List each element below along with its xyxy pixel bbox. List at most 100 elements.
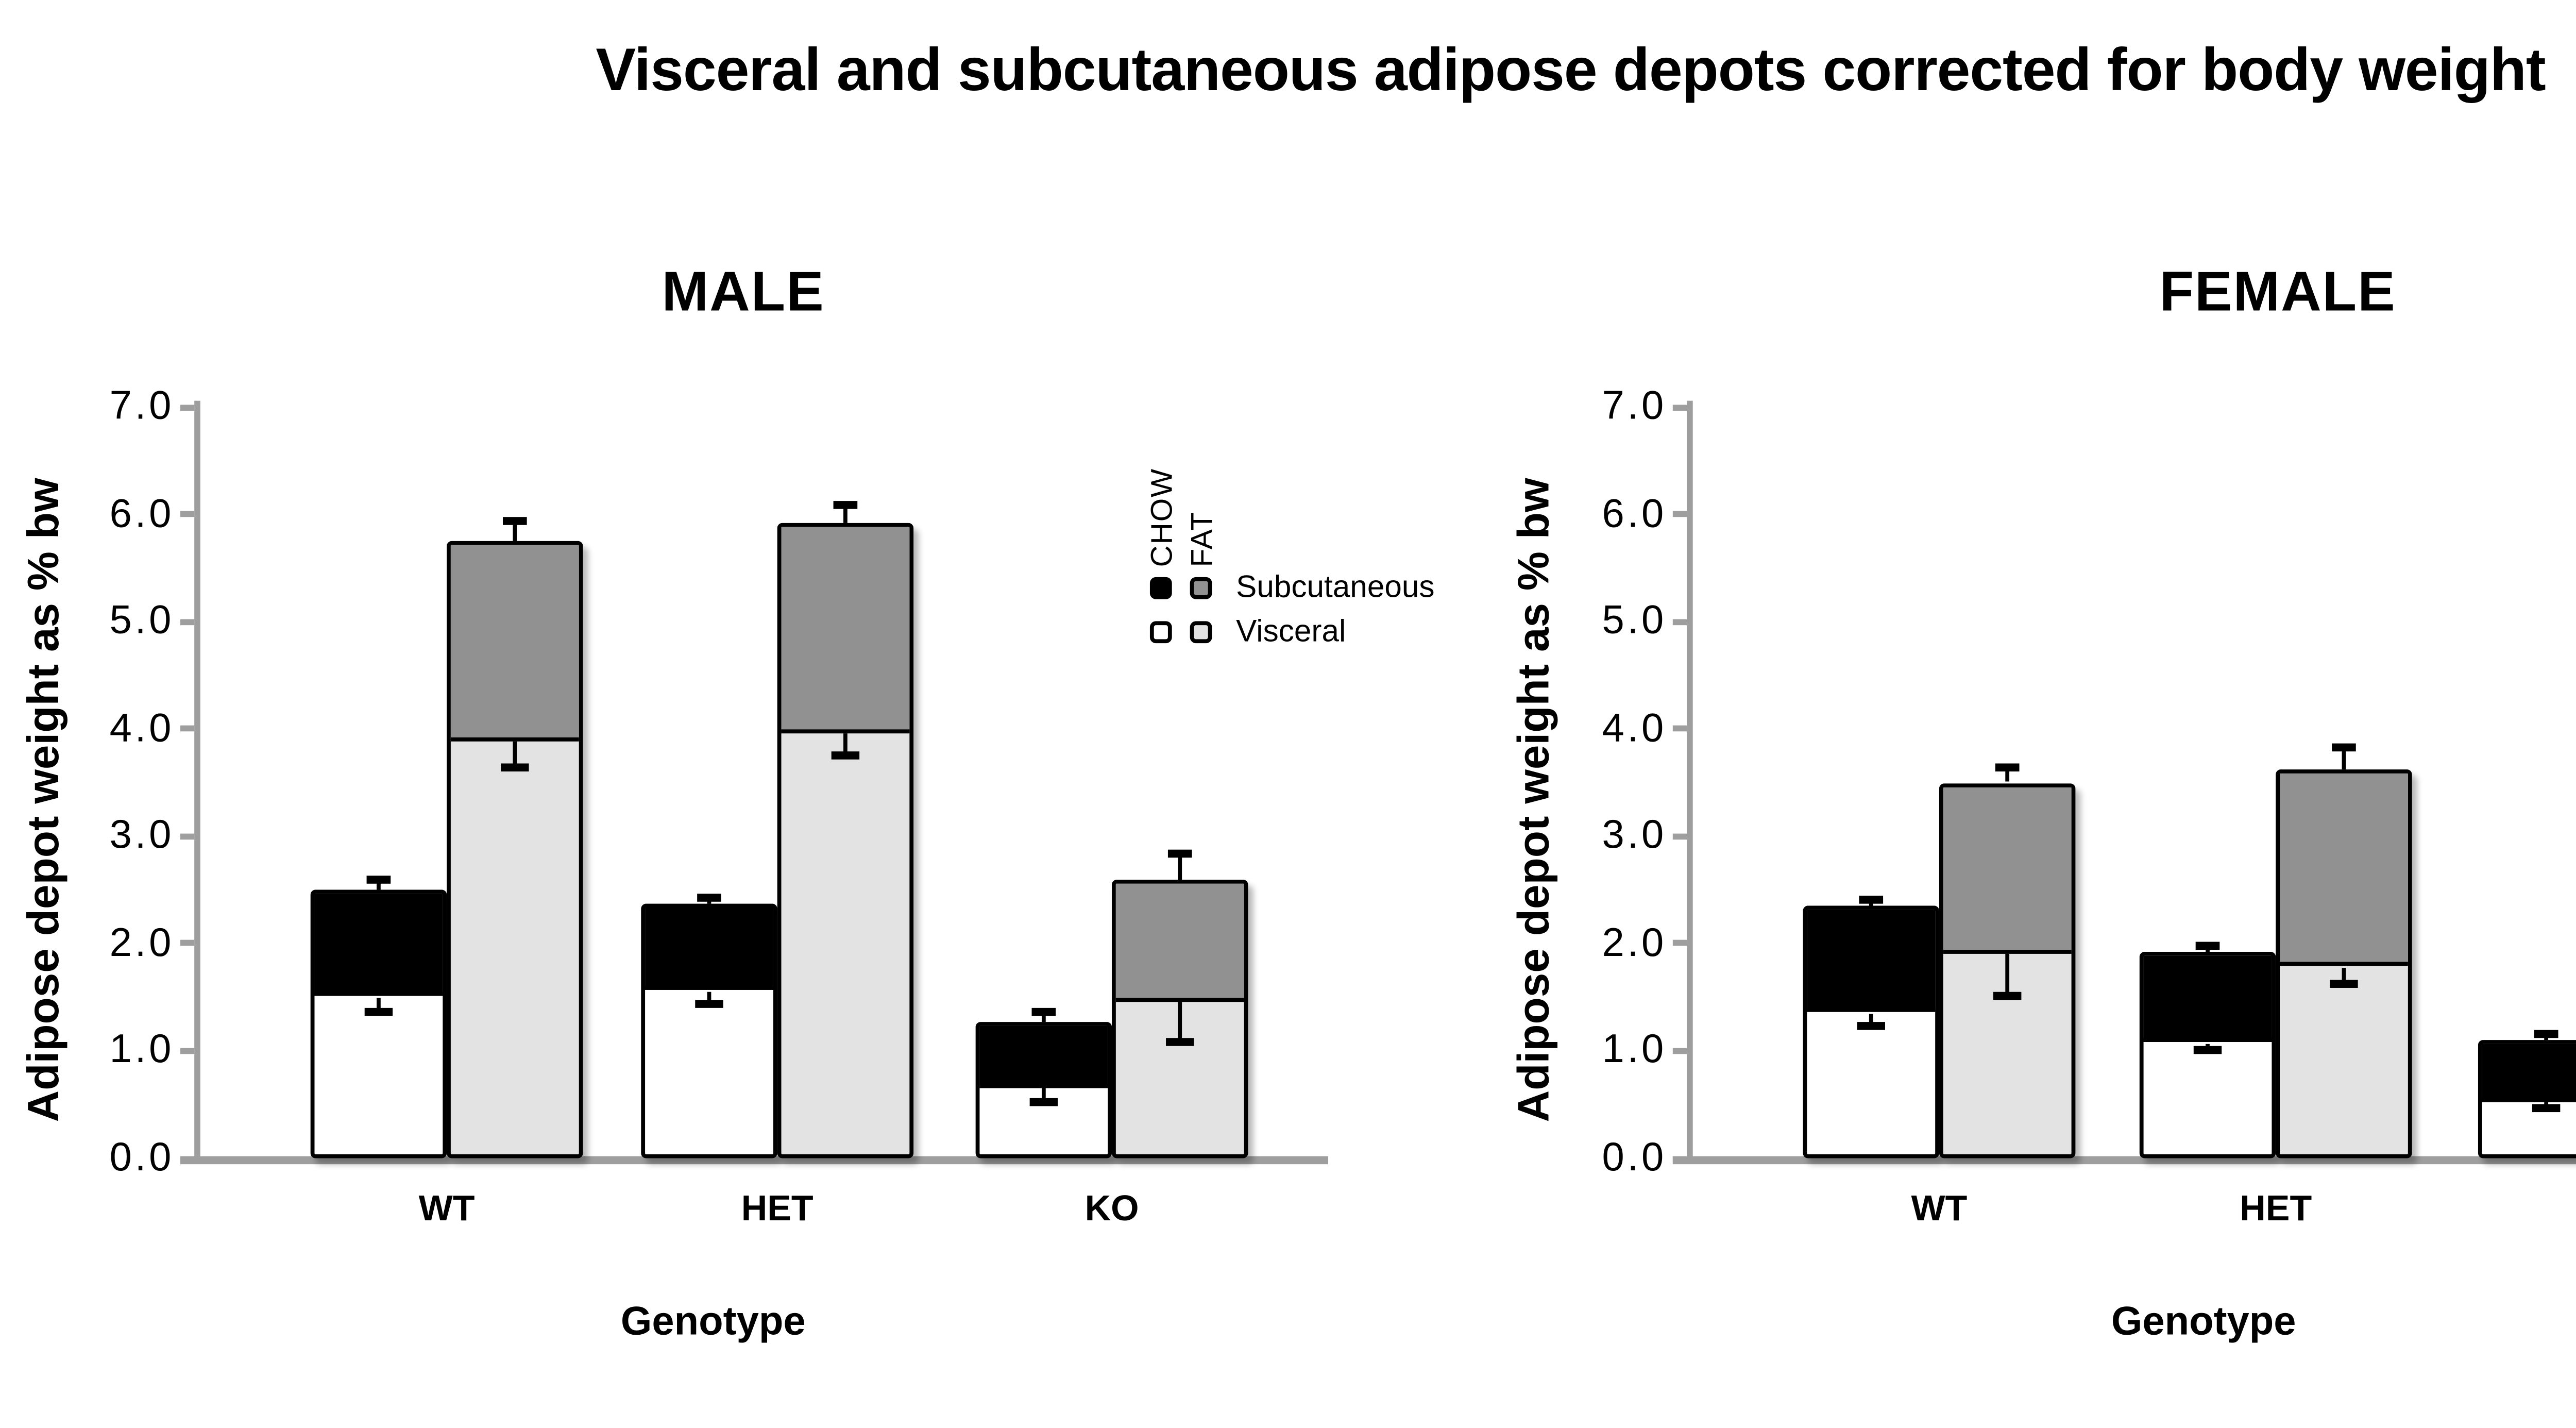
error-bar-wt-chow-total-cap xyxy=(1859,895,1884,904)
error-bar-wt-chow-visceral-cap xyxy=(1857,1021,1885,1030)
error-bar-het-chow-visceral xyxy=(706,992,712,1005)
bar-het-fat xyxy=(777,523,914,1158)
figure-title: Visceral and subcutaneous adipose depots… xyxy=(596,38,2546,105)
error-bar-wt-chow-visceral xyxy=(1868,1013,1874,1027)
y-axis-tick-label: 4.0 xyxy=(109,707,175,751)
bar-wt-fat xyxy=(447,541,583,1158)
error-bar-het-fat-visceral xyxy=(843,734,848,756)
x-tick-label-ko: KO xyxy=(1084,1188,1139,1229)
bar-het-chow-subcutaneous-segment xyxy=(645,908,773,991)
bar-het-fat-subcutaneous-segment xyxy=(2279,774,2408,966)
x-tick-label-het: HET xyxy=(2240,1188,2312,1229)
bar-wt-fat xyxy=(1939,782,2076,1158)
panel-title: MALE xyxy=(662,260,825,323)
legend-swatch-fat-subcutaneous xyxy=(1190,577,1212,599)
error-bar-wt-fat-total xyxy=(2005,766,2010,783)
x-tick-label-het: HET xyxy=(741,1188,814,1229)
y-axis-tick-label: 5.0 xyxy=(1602,599,1667,644)
y-axis-tick-label: 1.0 xyxy=(1602,1029,1667,1073)
y-axis-tick-label: 7.0 xyxy=(109,384,175,429)
error-bar-ko-chow-visceral xyxy=(1041,1088,1046,1103)
y-axis-tick xyxy=(1672,511,1687,517)
error-bar-wt-fat-total-cap xyxy=(502,516,527,525)
bar-het-fat-subcutaneous-segment xyxy=(781,527,910,733)
y-axis-tick-label: 2.0 xyxy=(109,921,175,966)
bar-wt-chow xyxy=(310,889,447,1158)
y-axis-tick xyxy=(180,404,195,410)
error-bar-het-fat-total xyxy=(843,504,848,523)
error-bar-wt-fat-visceral-cap xyxy=(1993,992,2022,1000)
legend-row-label-visceral: Visceral xyxy=(1236,615,1346,649)
y-axis-tick-label: 6.0 xyxy=(1602,492,1667,536)
x-tick-label-ko: KO xyxy=(2494,1188,2576,1231)
y-axis-tick xyxy=(1672,726,1687,732)
error-bar-het-chow-total-cap xyxy=(2195,943,2220,951)
error-bar-wt-chow-total-cap xyxy=(366,875,391,883)
y-axis-tick-label: 0.0 xyxy=(1602,1136,1667,1181)
error-bar-ko-fat-total xyxy=(1177,852,1183,879)
error-bar-wt-fat-total-cap xyxy=(1995,763,2020,771)
panel-title: FEMALE xyxy=(2159,260,2396,323)
bar-wt-chow xyxy=(1803,905,1939,1158)
bar-ko-chow xyxy=(2478,1040,2576,1158)
error-bar-ko-chow-total-cap xyxy=(2534,1029,2558,1038)
y-axis-line xyxy=(1687,400,1693,1163)
error-bar-wt-chow-visceral xyxy=(376,997,381,1014)
y-axis-tick xyxy=(1672,940,1687,947)
error-bar-het-fat-visceral-cap xyxy=(2330,980,2358,988)
error-bar-het-chow-visceral-cap xyxy=(695,999,723,1008)
x-tick-label-wt: WT xyxy=(1911,1188,1968,1229)
y-axis-line xyxy=(194,400,200,1163)
y-axis-tick-label: 0.0 xyxy=(109,1136,175,1181)
error-bar-het-fat-total-cap xyxy=(2332,743,2356,751)
x-axis-title: Genotype xyxy=(2111,1300,2296,1345)
error-bar-wt-chow-total xyxy=(376,878,381,890)
error-bar-het-fat-total xyxy=(2341,746,2347,770)
error-bar-het-fat-visceral xyxy=(2341,967,2347,986)
y-axis-tick-label: 3.0 xyxy=(109,814,175,859)
legend-row-label-subcutaneous: Subcutaneous xyxy=(1236,571,1435,606)
y-axis-tick xyxy=(180,940,195,947)
error-bar-ko-chow-visceral-cap xyxy=(1029,1097,1058,1105)
error-bar-ko-chow-total-cap xyxy=(1031,1007,1056,1015)
y-axis-tick-label: 1.0 xyxy=(109,1029,175,1073)
bar-wt-fat-subcutaneous-segment xyxy=(1943,786,2072,953)
y-axis-tick-label: 3.0 xyxy=(1602,814,1667,859)
error-bar-wt-chow-visceral-cap xyxy=(364,1008,393,1017)
error-bar-ko-fat-total-cap xyxy=(1167,849,1192,858)
y-axis-tick-label: 5.0 xyxy=(109,599,175,644)
error-bar-het-fat-visceral-cap xyxy=(831,750,860,759)
x-tick-label-wt: WT xyxy=(418,1188,475,1229)
error-bar-wt-fat-visceral xyxy=(512,742,518,769)
y-axis-tick-label: 4.0 xyxy=(1602,707,1667,751)
bar-wt-chow-subcutaneous-segment xyxy=(314,894,443,997)
bar-ko-fat-subcutaneous-segment xyxy=(1115,883,1244,1002)
legend-swatch-fat-visceral xyxy=(1190,621,1212,644)
y-axis-tick-label: 7.0 xyxy=(1602,384,1667,429)
error-bar-het-chow-total-cap xyxy=(697,893,721,901)
y-axis-tick xyxy=(180,1048,195,1054)
error-bar-wt-fat-visceral-cap xyxy=(501,763,529,772)
bar-het-fat xyxy=(2276,769,2412,1158)
bar-ko-chow-subcutaneous-segment xyxy=(979,1026,1108,1088)
error-bar-ko-fat-visceral xyxy=(1177,1002,1183,1043)
bar-wt-chow-subcutaneous-segment xyxy=(1807,910,1936,1013)
error-bar-ko-chow-visceral-cap xyxy=(2532,1105,2561,1113)
bar-het-chow xyxy=(641,903,777,1158)
y-axis-tick xyxy=(180,618,195,625)
y-axis-tick xyxy=(180,726,195,732)
y-axis-tick-label: 2.0 xyxy=(1602,921,1667,966)
y-axis-tick xyxy=(180,511,195,517)
legend-swatch-chow-visceral xyxy=(1149,621,1172,644)
y-axis-tick-label: 6.0 xyxy=(109,492,175,536)
error-bar-wt-fat-visceral xyxy=(2005,954,2010,997)
bar-het-chow-subcutaneous-segment xyxy=(2143,956,2272,1043)
y-axis-tick xyxy=(1672,618,1687,625)
error-bar-het-chow-visceral-cap xyxy=(2193,1047,2222,1055)
bar-wt-fat-subcutaneous-segment xyxy=(450,545,579,741)
bar-ko-chow-subcutaneous-segment xyxy=(2482,1044,2576,1102)
error-bar-ko-chow-total xyxy=(1041,1010,1046,1022)
